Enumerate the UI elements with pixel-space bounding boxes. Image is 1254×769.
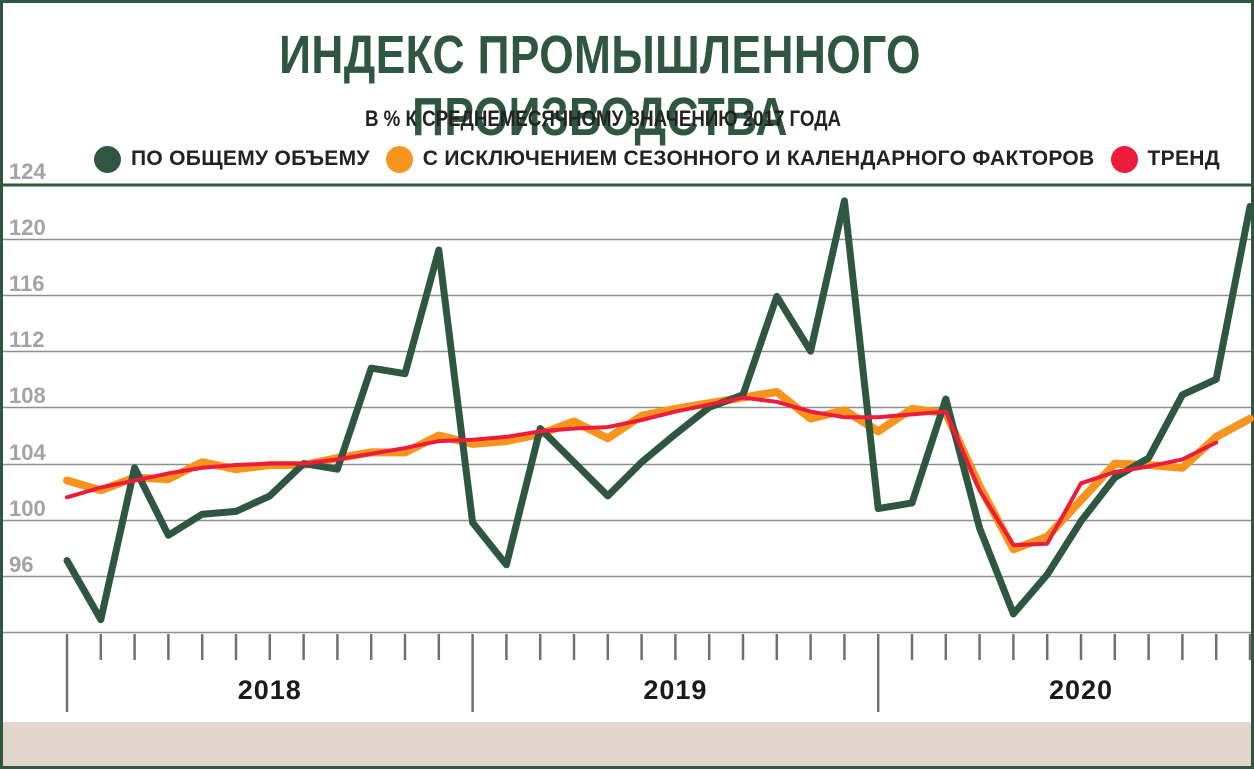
series-line-total [63, 197, 1254, 624]
y-tick-label: 100 [9, 496, 46, 521]
bottom-band [3, 722, 1251, 766]
legend-swatch-trend [1110, 145, 1138, 173]
legend-label-seasonal: С ИСКЛЮЧЕНИЕМ СЕЗОННОГО И КАЛЕНДАРНОГО Ф… [422, 147, 1095, 170]
legend: ПО ОБЩЕМУ ОБЪЕМУ С ИСКЛЮЧЕНИЕМ СЕЗОННОГО… [94, 142, 1236, 176]
legend-label-trend: ТРЕНД [1147, 147, 1220, 170]
chart-subtitle: В % К СРЕДНЕМЕСЯЧНОМУ ЗНАЧЕНИЮ 2017 ГОДА [364, 106, 842, 131]
y-tick-label: 96 [9, 552, 33, 577]
y-tick-labels: 96 100 104 108 112 116 120 124 [9, 159, 46, 577]
legend-swatch-seasonal [385, 145, 413, 173]
y-tick-label: 120 [9, 215, 46, 240]
series-lines [63, 197, 1254, 624]
legend-item-trend: ТРЕНД [1110, 145, 1220, 173]
legend-swatch-total [94, 145, 121, 173]
grid-lines [3, 183, 1251, 634]
x-year-label: 2019 [643, 675, 707, 705]
legend-item-seasonal: С ИСКЛЮЧЕНИЕМ СЕЗОННОГО И КАЛЕНДАРНОГО Ф… [385, 145, 1095, 173]
y-tick-label: 112 [9, 327, 45, 352]
chart-title: ИНДЕКС ПРОМЫШЛЕННОГО ПРОИЗВОДСТВА [279, 25, 921, 147]
series-line-trend [65, 395, 1219, 548]
x-year-label: 2020 [1049, 675, 1113, 705]
x-year-label: 2018 [238, 675, 302, 705]
y-tick-label: 116 [9, 271, 45, 296]
x-axis: 2018 2019 2020 [65, 634, 1252, 712]
y-tick-label: 104 [9, 440, 46, 465]
y-tick-label: 108 [9, 383, 46, 408]
y-tick-label: 124 [9, 159, 46, 184]
legend-label-total: ПО ОБЩЕМУ ОБЪЕМУ [131, 147, 370, 170]
legend-item-total: ПО ОБЩЕМУ ОБЪЕМУ [94, 145, 370, 173]
